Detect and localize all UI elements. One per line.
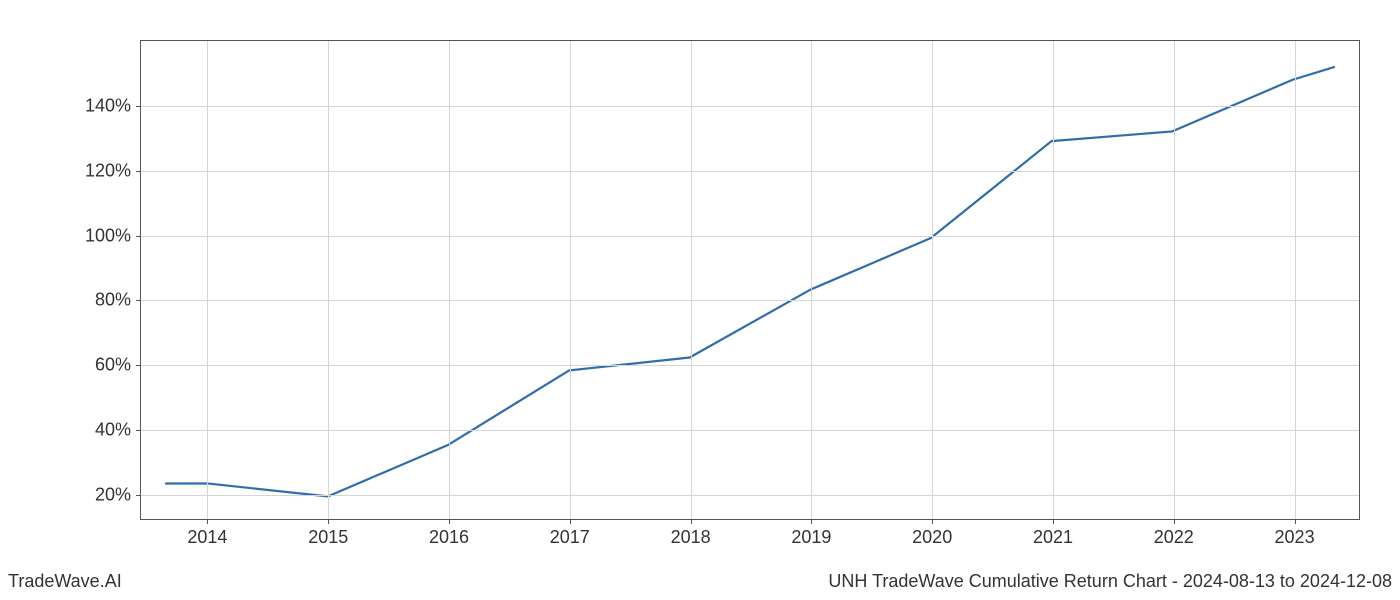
grid-line-vertical (691, 41, 692, 519)
y-tick-label: 100% (85, 225, 131, 246)
grid-line-horizontal (141, 365, 1359, 366)
plot-area: 2014201520162017201820192020202120222023… (140, 40, 1360, 520)
x-tick-mark (207, 519, 208, 524)
grid-line-vertical (449, 41, 450, 519)
y-tick-label: 20% (95, 485, 131, 506)
grid-line-vertical (570, 41, 571, 519)
y-tick-label: 40% (95, 420, 131, 441)
x-tick-mark (1295, 519, 1296, 524)
line-series (141, 41, 1359, 519)
x-tick-label: 2017 (550, 527, 590, 548)
footer-caption: UNH TradeWave Cumulative Return Chart - … (828, 571, 1392, 592)
x-tick-label: 2018 (671, 527, 711, 548)
x-tick-mark (691, 519, 692, 524)
x-tick-label: 2020 (912, 527, 952, 548)
x-tick-label: 2023 (1275, 527, 1315, 548)
x-tick-label: 2022 (1154, 527, 1194, 548)
grid-line-horizontal (141, 236, 1359, 237)
x-tick-mark (570, 519, 571, 524)
x-tick-mark (328, 519, 329, 524)
grid-line-vertical (1295, 41, 1296, 519)
x-tick-label: 2016 (429, 527, 469, 548)
x-tick-mark (1174, 519, 1175, 524)
y-tick-mark (136, 495, 141, 496)
grid-line-horizontal (141, 430, 1359, 431)
grid-line-horizontal (141, 495, 1359, 496)
y-tick-label: 120% (85, 160, 131, 181)
grid-line-vertical (932, 41, 933, 519)
x-tick-mark (449, 519, 450, 524)
y-tick-mark (136, 365, 141, 366)
x-tick-label: 2015 (308, 527, 348, 548)
footer-brand: TradeWave.AI (8, 571, 122, 592)
chart-container: 2014201520162017201820192020202120222023… (140, 40, 1360, 520)
y-tick-mark (136, 430, 141, 431)
y-tick-mark (136, 106, 141, 107)
grid-line-horizontal (141, 106, 1359, 107)
x-tick-mark (811, 519, 812, 524)
y-tick-label: 140% (85, 95, 131, 116)
grid-line-horizontal (141, 300, 1359, 301)
y-tick-mark (136, 236, 141, 237)
series-line (165, 67, 1335, 497)
y-tick-label: 80% (95, 290, 131, 311)
grid-line-vertical (811, 41, 812, 519)
grid-line-vertical (207, 41, 208, 519)
grid-line-horizontal (141, 171, 1359, 172)
x-tick-mark (932, 519, 933, 524)
x-tick-label: 2014 (187, 527, 227, 548)
grid-line-vertical (328, 41, 329, 519)
y-tick-mark (136, 171, 141, 172)
x-tick-label: 2019 (791, 527, 831, 548)
y-tick-mark (136, 300, 141, 301)
grid-line-vertical (1053, 41, 1054, 519)
grid-line-vertical (1174, 41, 1175, 519)
x-tick-mark (1053, 519, 1054, 524)
y-tick-label: 60% (95, 355, 131, 376)
x-tick-label: 2021 (1033, 527, 1073, 548)
